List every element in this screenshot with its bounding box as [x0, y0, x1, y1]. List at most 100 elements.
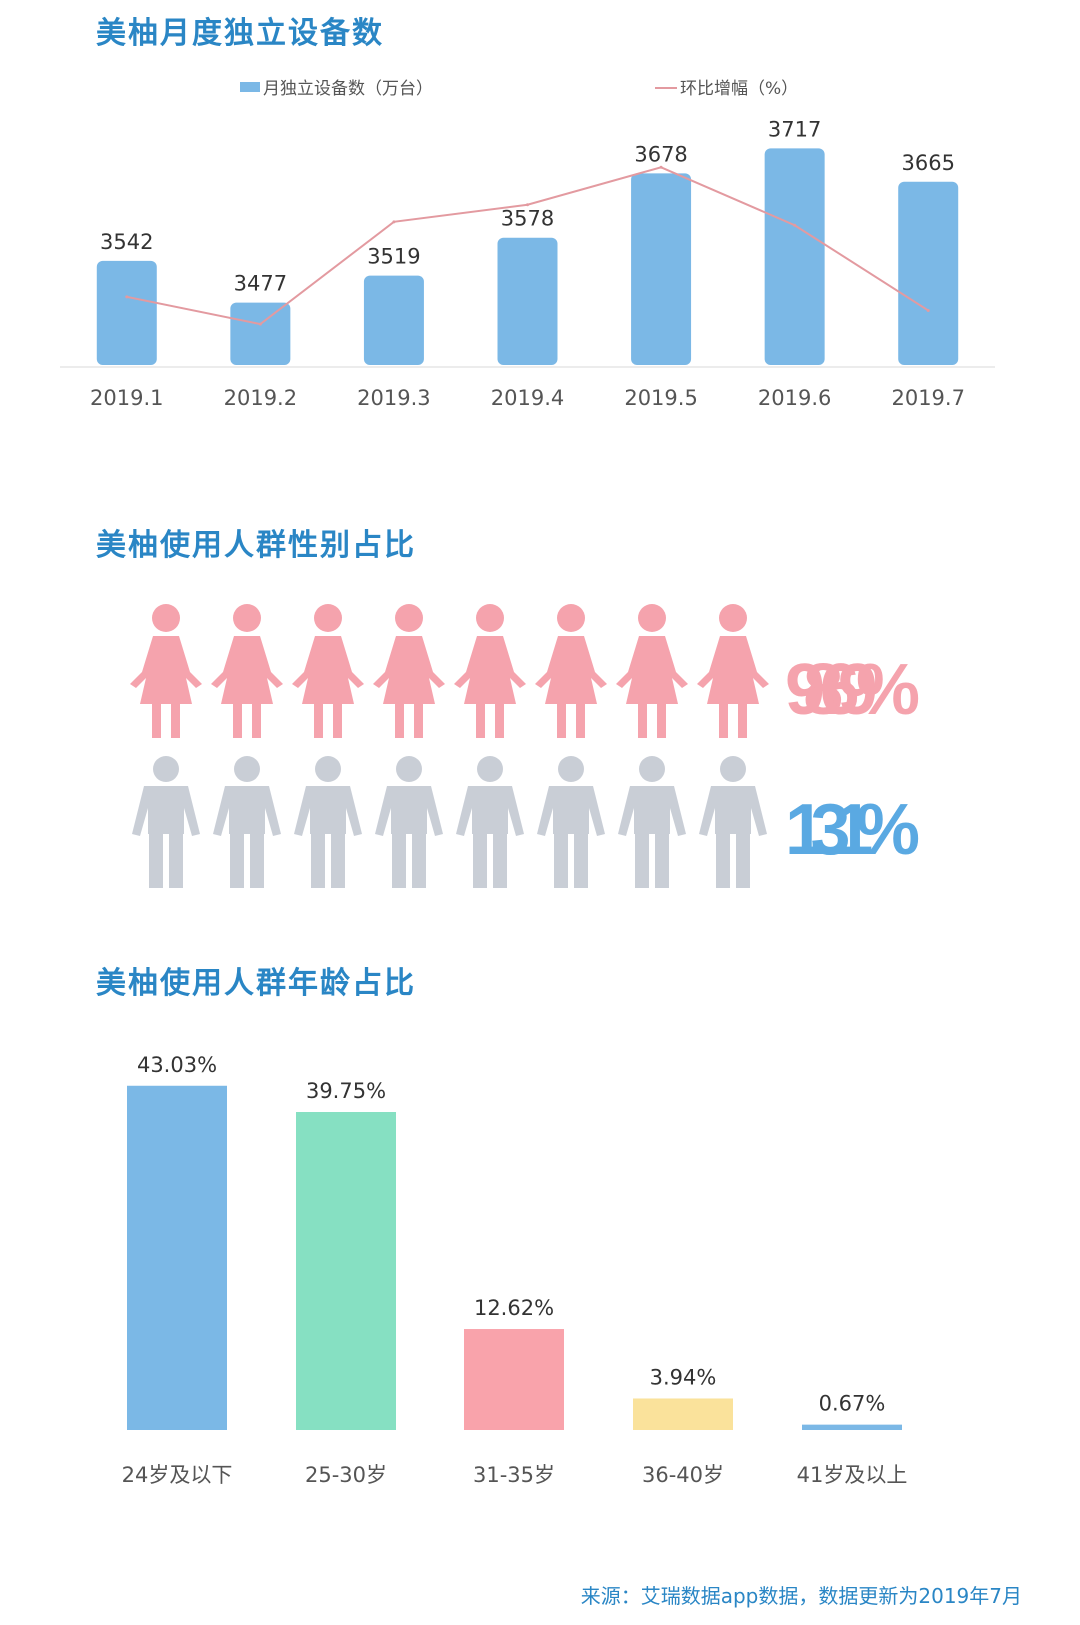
- leg: [395, 704, 404, 738]
- male-icon: [213, 756, 281, 888]
- data-label: 0.67%: [819, 1392, 886, 1416]
- x-tick-label: 2019.3: [357, 386, 430, 410]
- torso: [213, 786, 281, 836]
- bar: [230, 302, 291, 365]
- bar: [802, 1424, 902, 1430]
- female-icon: [697, 604, 769, 738]
- torso: [375, 786, 443, 836]
- female-icon: [130, 604, 202, 738]
- leg: [554, 834, 568, 888]
- leg: [557, 704, 566, 738]
- leg: [171, 704, 180, 738]
- leg: [657, 704, 666, 738]
- x-tick-label: 2019.5: [624, 386, 697, 410]
- torso: [132, 786, 200, 836]
- torso: [618, 786, 686, 836]
- torso: [294, 786, 362, 836]
- bar: [764, 148, 825, 365]
- head: [558, 756, 584, 782]
- leg: [414, 704, 423, 738]
- line-point: [526, 203, 529, 207]
- leg: [230, 834, 244, 888]
- head: [396, 756, 422, 782]
- bar: [296, 1112, 396, 1430]
- male-icon: [456, 756, 524, 888]
- head: [153, 756, 179, 782]
- leg: [233, 704, 242, 738]
- female-percentage: 98.69%: [785, 650, 920, 730]
- legend-swatch-bars: [240, 82, 260, 92]
- leg: [473, 834, 487, 888]
- bar: [127, 1085, 227, 1430]
- line-point: [258, 322, 262, 326]
- line-point: [926, 308, 930, 312]
- head: [234, 756, 260, 782]
- male-percentage: 1.31%: [785, 790, 920, 870]
- torso: [456, 786, 524, 836]
- chart3-title: 美柚使用人群年龄占比: [96, 966, 416, 1001]
- leg: [576, 704, 585, 738]
- x-tick-label: 36-40岁: [642, 1463, 724, 1487]
- leg: [392, 834, 406, 888]
- bar: [497, 237, 558, 365]
- data-label: 3578: [501, 207, 554, 231]
- data-label: 43.03%: [137, 1053, 217, 1077]
- data-label: 3542: [100, 230, 153, 254]
- dress: [130, 636, 202, 704]
- x-tick-label: 2019.2: [224, 386, 297, 410]
- x-tick-label: 2019.4: [491, 386, 564, 410]
- x-tick-label: 2019.6: [758, 386, 831, 410]
- bar: [96, 260, 157, 365]
- head: [639, 756, 665, 782]
- dress: [535, 636, 607, 704]
- data-label: 3717: [768, 117, 821, 141]
- bar: [898, 181, 959, 365]
- chart2-title: 美柚使用人群性别占比: [96, 528, 416, 563]
- data-label: 3477: [234, 272, 287, 296]
- bar: [631, 173, 692, 365]
- leg: [716, 834, 730, 888]
- leg: [476, 704, 485, 738]
- head: [315, 756, 341, 782]
- bar: [633, 1398, 733, 1430]
- leg: [314, 704, 323, 738]
- leg: [412, 834, 426, 888]
- head: [557, 604, 585, 632]
- line-point: [793, 223, 797, 227]
- chart-age-distribution: 43.03% 24岁及以下 39.75% 25-30岁 12.62% 31-35岁 3.94…: [122, 1053, 908, 1487]
- dress: [211, 636, 283, 704]
- dress: [616, 636, 688, 704]
- female-icon: [535, 604, 607, 738]
- male-icon: [375, 756, 443, 888]
- male-icon: [699, 756, 767, 888]
- head: [477, 756, 503, 782]
- female-icon: [373, 604, 445, 738]
- leg: [333, 704, 342, 738]
- x-tick-label: 25-30岁: [305, 1463, 387, 1487]
- torso: [537, 786, 605, 836]
- leg: [738, 704, 747, 738]
- x-tick-label: 2019.1: [90, 386, 163, 410]
- legend-label-bars: 月独立设备数（万台）: [263, 79, 433, 99]
- torso: [699, 786, 767, 836]
- dress: [454, 636, 526, 704]
- head: [152, 604, 180, 632]
- leg: [331, 834, 345, 888]
- leg: [169, 834, 183, 888]
- data-label: 12.62%: [474, 1296, 554, 1320]
- line-point: [392, 220, 396, 224]
- dress: [697, 636, 769, 704]
- leg: [152, 704, 161, 738]
- head: [720, 756, 746, 782]
- leg: [493, 834, 507, 888]
- leg: [250, 834, 264, 888]
- head: [476, 604, 504, 632]
- x-tick-label: 2019.7: [891, 386, 964, 410]
- head: [719, 604, 747, 632]
- leg: [736, 834, 750, 888]
- bar: [363, 275, 424, 365]
- dress: [292, 636, 364, 704]
- source-note: 来源：艾瑞数据app数据，数据更新为2019年7月: [580, 1584, 1022, 1608]
- leg: [149, 834, 163, 888]
- head: [314, 604, 342, 632]
